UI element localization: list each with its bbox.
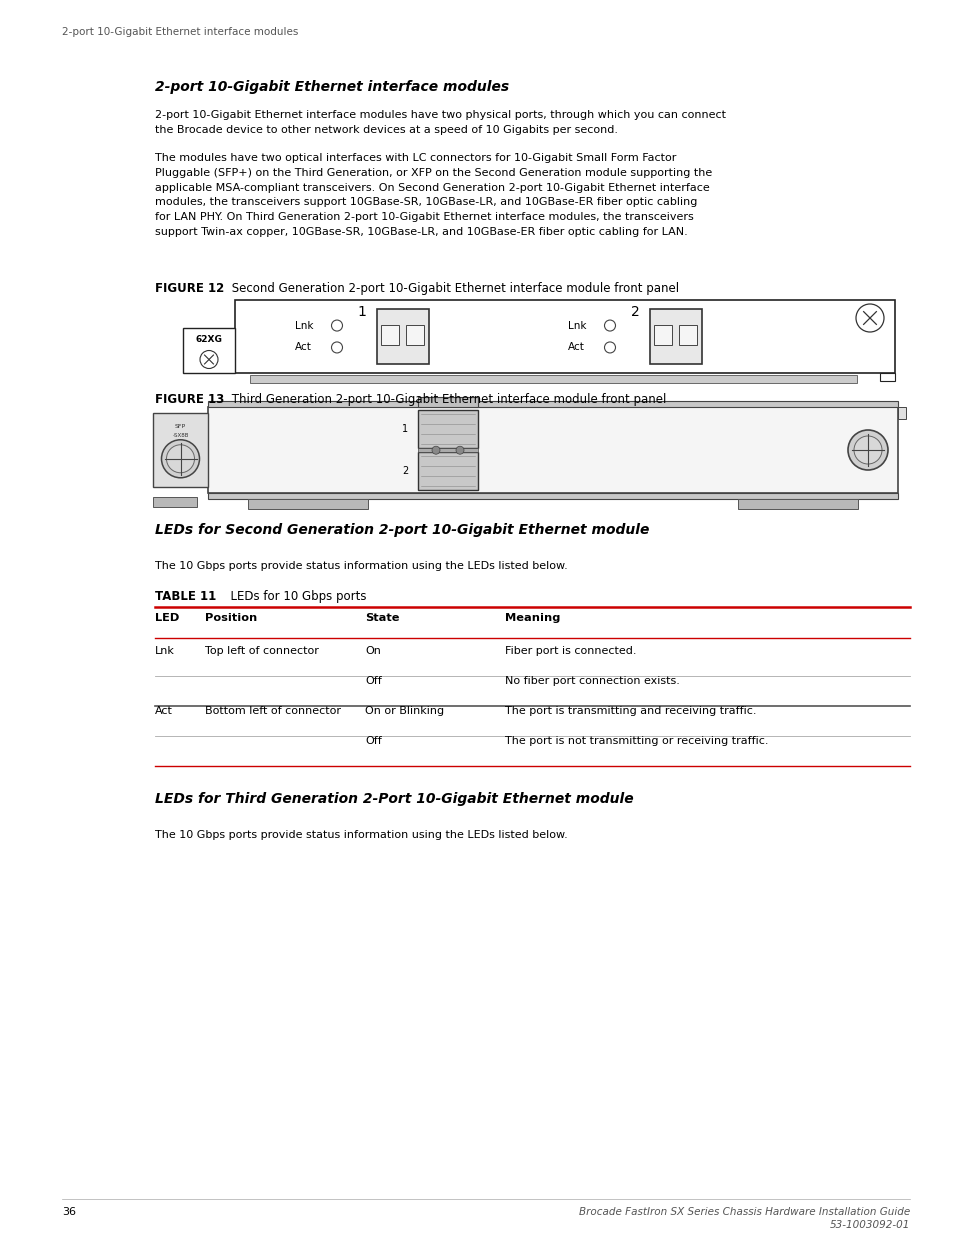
Circle shape [432,446,439,454]
Text: Bottom left of connector: Bottom left of connector [205,706,340,716]
Circle shape [853,436,882,464]
Bar [380,325,398,345]
Text: On or Blinking: On or Blinking [365,706,444,716]
Text: Top left of connector: Top left of connector [205,646,318,656]
Text: 2: 2 [401,466,408,475]
Text: LED: LED [154,613,179,622]
Text: 2: 2 [630,305,639,319]
Text: 2-port 10-Gigabit Ethernet interface modules have two physical ports, through wh: 2-port 10-Gigabit Ethernet interface mod… [154,110,725,135]
Bar [417,452,477,490]
Bar [417,396,477,408]
Bar [654,325,671,345]
Text: The port is transmitting and receiving traffic.: The port is transmitting and receiving t… [504,706,756,716]
Text: LEDs for Second Generation 2-port 10-Gigabit Ethernet module: LEDs for Second Generation 2-port 10-Gig… [154,522,649,537]
Bar [234,300,894,373]
Bar [879,373,894,382]
Text: State: State [365,613,399,622]
Text: Act: Act [154,706,172,716]
Circle shape [855,304,883,332]
Text: The port is not transmitting or receiving traffic.: The port is not transmitting or receivin… [504,736,768,746]
Text: 2-port 10-Gigabit Ethernet interface modules: 2-port 10-Gigabit Ethernet interface mod… [62,27,298,37]
Text: TABLE 11: TABLE 11 [154,590,216,603]
Bar [738,499,857,509]
Text: Lnk: Lnk [294,321,314,331]
Bar [248,499,368,509]
Text: 62XG: 62XG [195,335,222,343]
Text: LEDs for Third Generation 2-Port 10-Gigabit Ethernet module: LEDs for Third Generation 2-Port 10-Giga… [154,792,633,806]
Text: On: On [365,646,380,656]
Text: Act: Act [567,342,584,352]
Text: SFP: SFP [174,424,186,429]
Bar [250,375,857,383]
Circle shape [167,445,194,473]
Bar [417,448,477,452]
Bar [152,496,196,508]
Circle shape [331,320,342,331]
Text: Act: Act [294,342,312,352]
Text: Third Generation 2-port 10-Gigabit Ethernet interface module front panel: Third Generation 2-port 10-Gigabit Ether… [228,393,666,406]
Text: FIGURE 12: FIGURE 12 [154,282,224,295]
Text: Brocade FastIron SX Series Chassis Hardware Installation Guide: Brocade FastIron SX Series Chassis Hardw… [578,1207,909,1216]
Text: Lnk: Lnk [154,646,174,656]
Text: The 10 Gbps ports provide status information using the LEDs listed below.: The 10 Gbps ports provide status informa… [154,830,567,840]
Bar [679,325,697,345]
Text: 36: 36 [62,1207,76,1216]
Text: The 10 Gbps ports provide status information using the LEDs listed below.: The 10 Gbps ports provide status informa… [154,561,567,571]
Circle shape [456,446,463,454]
Text: 1: 1 [401,425,408,435]
Circle shape [604,320,615,331]
Text: Off: Off [365,736,381,746]
Bar [897,408,905,419]
Text: FIGURE 13: FIGURE 13 [154,393,224,406]
Text: 2-port 10-Gigabit Ethernet interface modules: 2-port 10-Gigabit Ethernet interface mod… [154,80,509,94]
Text: Lnk: Lnk [567,321,586,331]
Bar [208,493,897,499]
Text: 53-1003092-01: 53-1003092-01 [829,1220,909,1230]
Bar [152,414,208,487]
Text: Fiber port is connected.: Fiber port is connected. [504,646,636,656]
Circle shape [847,430,887,471]
Text: Position: Position [205,613,257,622]
Circle shape [604,342,615,353]
Text: Meaning: Meaning [504,613,559,622]
Text: Second Generation 2-port 10-Gigabit Ethernet interface module front panel: Second Generation 2-port 10-Gigabit Ethe… [228,282,679,295]
Circle shape [161,440,199,478]
Text: -SX8B: -SX8B [172,433,189,438]
Bar [649,309,701,364]
Text: The modules have two optical interfaces with LC connectors for 10-Gigabit Small : The modules have two optical interfaces … [154,153,712,237]
Bar [208,408,897,493]
Bar [183,329,234,373]
Text: LEDs for 10 Gbps ports: LEDs for 10 Gbps ports [223,590,366,603]
Bar [376,309,429,364]
Circle shape [200,351,218,368]
Bar [406,325,423,345]
Text: No fiber port connection exists.: No fiber port connection exists. [504,676,679,685]
Text: 1: 1 [357,305,366,319]
Bar [417,410,477,448]
Bar [208,401,897,408]
Text: Off: Off [365,676,381,685]
Circle shape [331,342,342,353]
